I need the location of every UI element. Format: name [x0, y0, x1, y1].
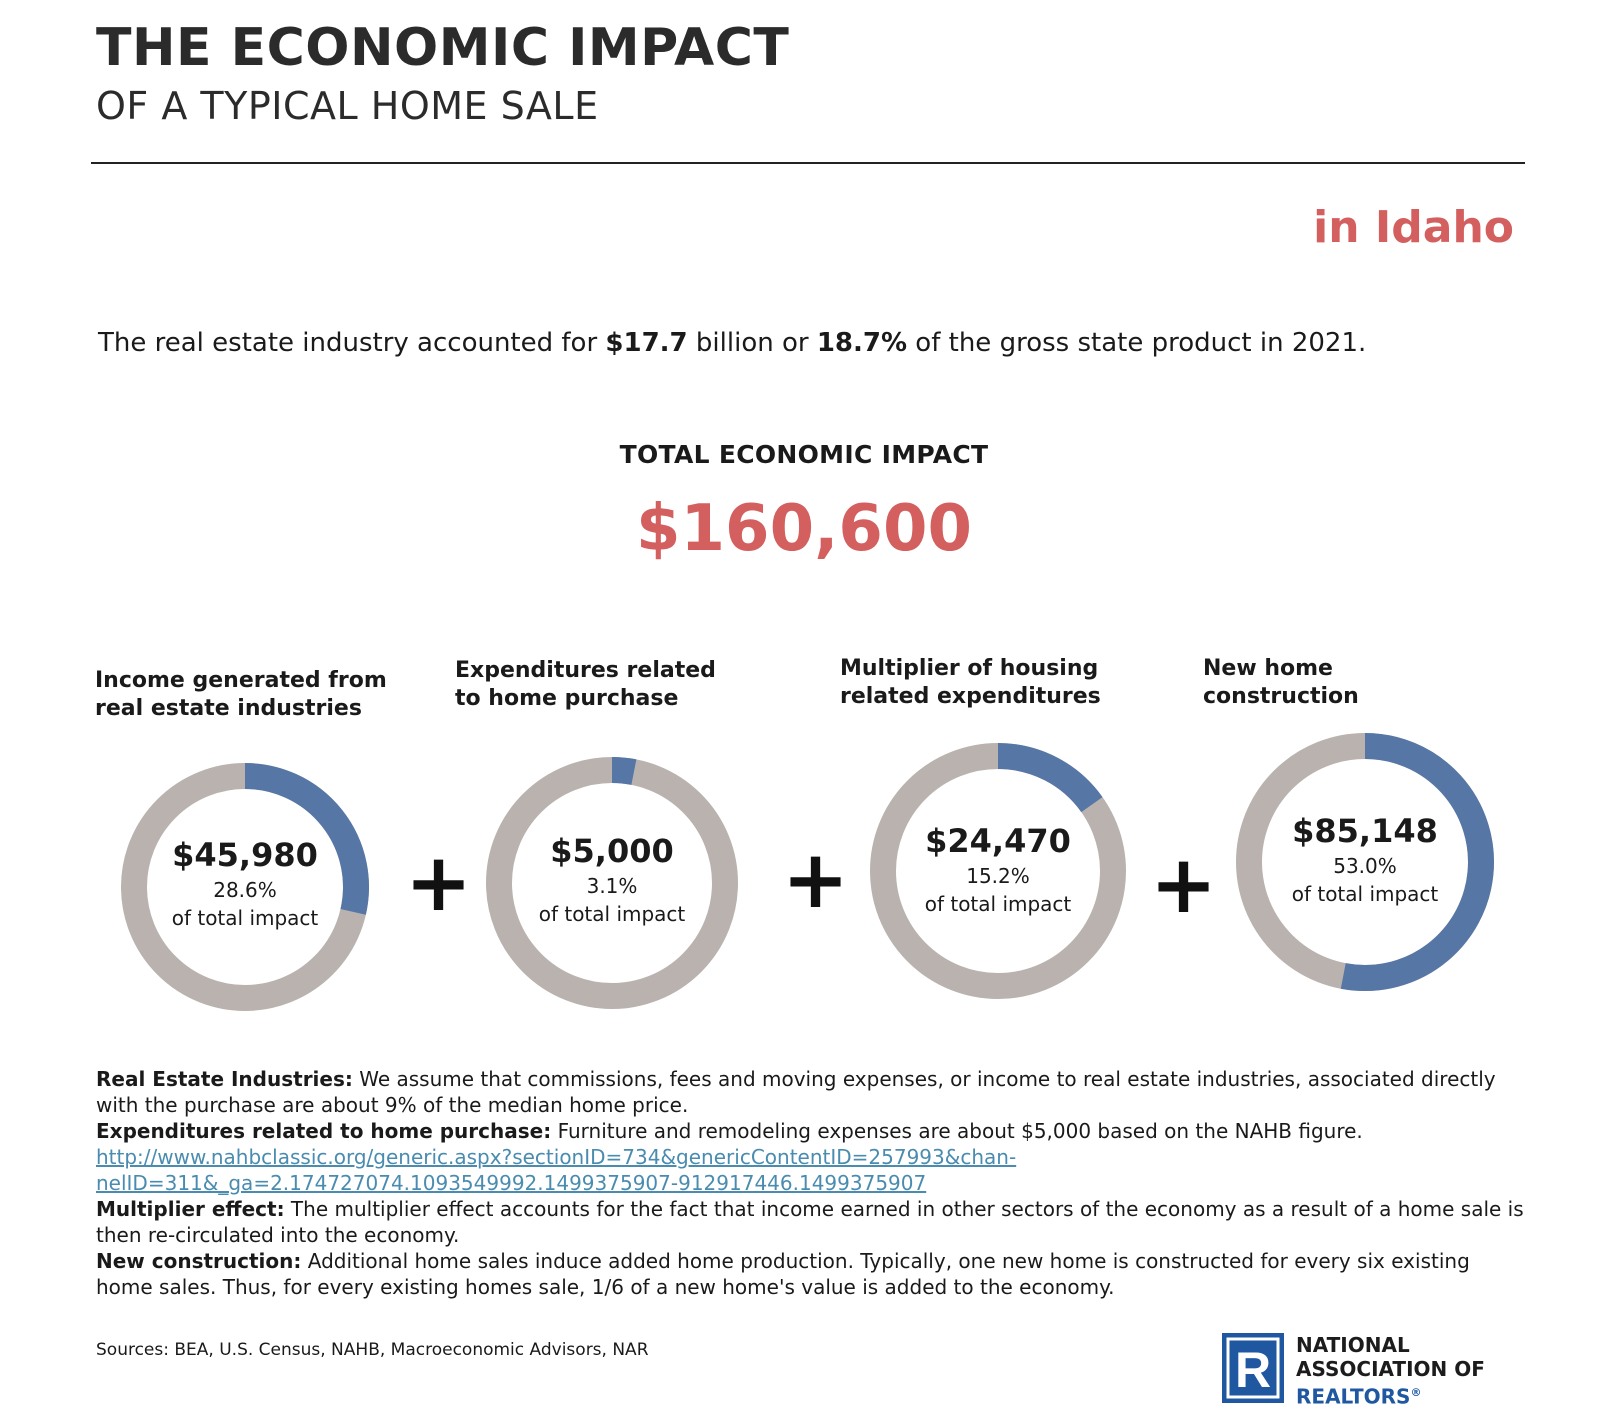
donut-title-line: Multiplier of housing	[840, 656, 1099, 681]
nahb-source-link[interactable]: http://www.nahbclassic.org/generic.aspx?…	[96, 1145, 1017, 1169]
logo-registered-mark: ®	[1410, 1386, 1422, 1399]
note-label: Real Estate Industries:	[96, 1067, 353, 1091]
donut-title-line: construction	[1203, 684, 1359, 709]
methodology-notes: Real Estate Industries: We assume that c…	[96, 1066, 1526, 1300]
logo-line-2: ASSOCIATION OF	[1296, 1357, 1485, 1381]
state-label: in Idaho	[1313, 202, 1514, 253]
donut-share-slice	[997, 743, 1103, 813]
donut-value: $45,980	[172, 836, 318, 874]
note-text: We assume that commissions, fees and mov…	[96, 1067, 1496, 1117]
intro-text-pre: The real estate industry accounted for	[98, 328, 606, 358]
donut-title-line: related expenditures	[840, 684, 1101, 709]
note-multiplier: Multiplier effect: The multiplier effect…	[96, 1196, 1526, 1248]
donut-title-expenditures: Expenditures related to home purchase	[455, 657, 775, 713]
donut-title-construction: New home construction	[1203, 655, 1523, 711]
donut-title-income: Income generated from real estate indust…	[95, 667, 415, 723]
intro-percent: 18.7%	[816, 328, 908, 358]
note-new-construction: New construction: Additional home sales …	[96, 1248, 1526, 1300]
sources-line: Sources: BEA, U.S. Census, NAHB, Macroec…	[96, 1340, 649, 1360]
note-text: Additional home sales induce added home …	[96, 1249, 1470, 1299]
note-text: The multiplier effect accounts for the f…	[96, 1197, 1524, 1247]
note-expenditures: Expenditures related to home purchase: F…	[96, 1118, 1526, 1144]
total-impact-label: TOTAL ECONOMIC IMPACT	[619, 440, 989, 469]
intro-statement: The real estate industry accounted for $…	[98, 328, 1366, 358]
donut-value: $24,470	[925, 822, 1071, 860]
donut-percent: 3.1%	[586, 874, 638, 898]
logo-line-3: REALTORS	[1296, 1384, 1411, 1409]
intro-text-mid: billion or	[687, 328, 817, 358]
donut-center-multiplier: $24,470 15.2% of total impact	[888, 822, 1108, 916]
note-label: New construction:	[96, 1249, 302, 1273]
donut-title-line: real estate industries	[95, 696, 362, 721]
donut-title-line: to home purchase	[455, 686, 679, 711]
logo-line-1: NATIONAL	[1296, 1333, 1410, 1357]
total-impact-value: $160,600	[635, 492, 973, 566]
donut-caption: of total impact	[171, 906, 319, 930]
donut-title-line: Expenditures related	[455, 658, 716, 683]
donut-title-multiplier: Multiplier of housing related expenditur…	[840, 655, 1160, 711]
donut-share-slice	[611, 757, 637, 785]
plus-sign: +	[782, 833, 850, 926]
intro-amount: $17.7	[605, 328, 688, 358]
plus-sign: +	[1150, 838, 1218, 931]
donut-center-construction: $85,148 53.0% of total impact	[1255, 812, 1475, 906]
donut-share-slice	[244, 763, 369, 915]
donut-center-expenditures: $5,000 3.1% of total impact	[502, 832, 722, 926]
note-real-estate: Real Estate Industries: We assume that c…	[96, 1066, 1526, 1118]
intro-text-post: of the gross state product in 2021.	[907, 328, 1367, 358]
donut-value: $85,148	[1292, 812, 1438, 850]
page-subtitle: OF A TYPICAL HOME SALE	[96, 84, 599, 128]
donut-caption: of total impact	[924, 892, 1072, 916]
donut-title-line: New home	[1203, 656, 1333, 681]
note-label: Multiplier effect:	[96, 1197, 285, 1221]
donut-caption: of total impact	[1291, 882, 1439, 906]
donut-percent: 53.0%	[1333, 854, 1397, 878]
note-text: Furniture and remodeling expenses are ab…	[551, 1119, 1363, 1143]
title-divider	[91, 162, 1525, 164]
donut-value: $5,000	[550, 832, 674, 870]
note-label: Expenditures related to home purchase:	[96, 1119, 552, 1143]
logo-letter: R	[1235, 1342, 1271, 1398]
donut-percent: 28.6%	[213, 878, 277, 902]
plus-sign: +	[405, 836, 473, 929]
realtor-r-icon: R	[1222, 1333, 1284, 1403]
donut-title-line: Income generated from	[95, 668, 387, 693]
page-title: THE ECONOMIC IMPACT	[96, 18, 790, 78]
logo-wordmark: NATIONAL ASSOCIATION OF REALTORS®	[1296, 1333, 1485, 1409]
donut-center-income: $45,980 28.6% of total impact	[135, 836, 355, 930]
nahb-source-link-continued[interactable]: nelID=311&_ga=2.174727074.1093549992.149…	[96, 1171, 927, 1195]
donut-percent: 15.2%	[966, 864, 1030, 888]
donut-share-slice	[1340, 733, 1494, 991]
donut-caption: of total impact	[538, 902, 686, 926]
